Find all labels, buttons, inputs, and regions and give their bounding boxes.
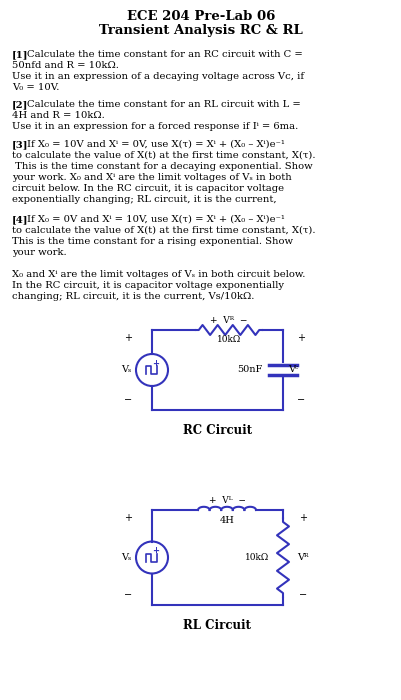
Text: RC Circuit: RC Circuit <box>182 424 251 437</box>
Text: Use it in an expression of a decaying voltage across Vc, if: Use it in an expression of a decaying vo… <box>12 72 304 81</box>
Text: [3]: [3] <box>12 140 28 149</box>
Text: Use it in an expression for a forced response if Iⁱ = 6ma.: Use it in an expression for a forced res… <box>12 122 298 131</box>
Text: +: + <box>124 513 132 523</box>
Text: changing; RL circuit, it is the current, Vs/10kΩ.: changing; RL circuit, it is the current,… <box>12 292 254 301</box>
Text: Vᴿ: Vᴿ <box>296 553 308 562</box>
Text: 4H and R = 10kΩ.: 4H and R = 10kΩ. <box>12 111 105 120</box>
Text: −: − <box>298 590 306 600</box>
Text: X₀ and Xⁱ are the limit voltages of Vₛ in both circuit below.: X₀ and Xⁱ are the limit voltages of Vₛ i… <box>12 270 305 279</box>
Text: [2]: [2] <box>12 100 28 109</box>
Text: +: + <box>152 358 159 368</box>
Text: Transient Analysis RC & RL: Transient Analysis RC & RL <box>99 24 302 37</box>
Text: If X₀ = 10V and Xⁱ = 0V, use X(τ) = Xⁱ + (X₀ – Xⁱ)e⁻¹: If X₀ = 10V and Xⁱ = 0V, use X(τ) = Xⁱ +… <box>27 140 284 149</box>
Text: +: + <box>296 333 304 343</box>
Text: Calculate the time constant for an RL circuit with L =: Calculate the time constant for an RL ci… <box>27 100 300 109</box>
Text: +  Vᴿ  −: + Vᴿ − <box>210 316 247 325</box>
Text: −: − <box>124 590 132 600</box>
Text: Vₛ: Vₛ <box>121 553 131 562</box>
Text: This is the time constant for a decaying exponential. Show: This is the time constant for a decaying… <box>12 162 312 171</box>
Text: 50nF: 50nF <box>237 365 262 375</box>
Text: circuit below. In the RC circuit, it is capacitor voltage: circuit below. In the RC circuit, it is … <box>12 184 284 193</box>
Text: 50nfd and R = 10kΩ.: 50nfd and R = 10kΩ. <box>12 61 119 70</box>
Text: This is the time constant for a rising exponential. Show: This is the time constant for a rising e… <box>12 237 292 246</box>
Text: [4]: [4] <box>12 215 28 224</box>
Text: −: − <box>124 395 132 405</box>
Text: +: + <box>124 333 132 343</box>
Text: +: + <box>152 546 159 555</box>
Text: RL Circuit: RL Circuit <box>183 619 251 632</box>
Text: Vᶜ: Vᶜ <box>287 365 298 375</box>
Text: If X₀ = 0V and Xⁱ = 10V, use X(τ) = Xⁱ + (X₀ – Xⁱ)e⁻¹: If X₀ = 0V and Xⁱ = 10V, use X(τ) = Xⁱ +… <box>27 215 284 224</box>
Text: to calculate the value of X(t) at the first time constant, X(τ).: to calculate the value of X(t) at the fi… <box>12 151 315 160</box>
Text: +: + <box>298 513 306 523</box>
Text: −: − <box>296 395 304 405</box>
Text: your work.: your work. <box>12 248 67 257</box>
Text: In the RC circuit, it is capacitor voltage exponentially: In the RC circuit, it is capacitor volta… <box>12 281 283 290</box>
Text: to calculate the value of X(t) at the first time constant, X(τ).: to calculate the value of X(t) at the fi… <box>12 226 315 235</box>
Text: [1]: [1] <box>12 50 28 59</box>
Text: exponentially changing; RL circuit, it is the current,: exponentially changing; RL circuit, it i… <box>12 195 276 204</box>
Text: 4H: 4H <box>219 516 234 525</box>
Text: 10kΩ: 10kΩ <box>244 553 268 562</box>
Text: Vₛ: Vₛ <box>121 365 131 375</box>
Text: ECE 204 Pre-Lab 06: ECE 204 Pre-Lab 06 <box>126 10 275 23</box>
Text: Calculate the time constant for an RC circuit with C =: Calculate the time constant for an RC ci… <box>27 50 302 59</box>
Text: your work. X₀ and Xⁱ are the limit voltages of Vₛ in both: your work. X₀ and Xⁱ are the limit volta… <box>12 173 291 182</box>
Text: V₀ = 10V.: V₀ = 10V. <box>12 83 59 92</box>
Text: +  Vᴸ  −: + Vᴸ − <box>208 496 245 505</box>
Text: 10kΩ: 10kΩ <box>216 335 241 344</box>
